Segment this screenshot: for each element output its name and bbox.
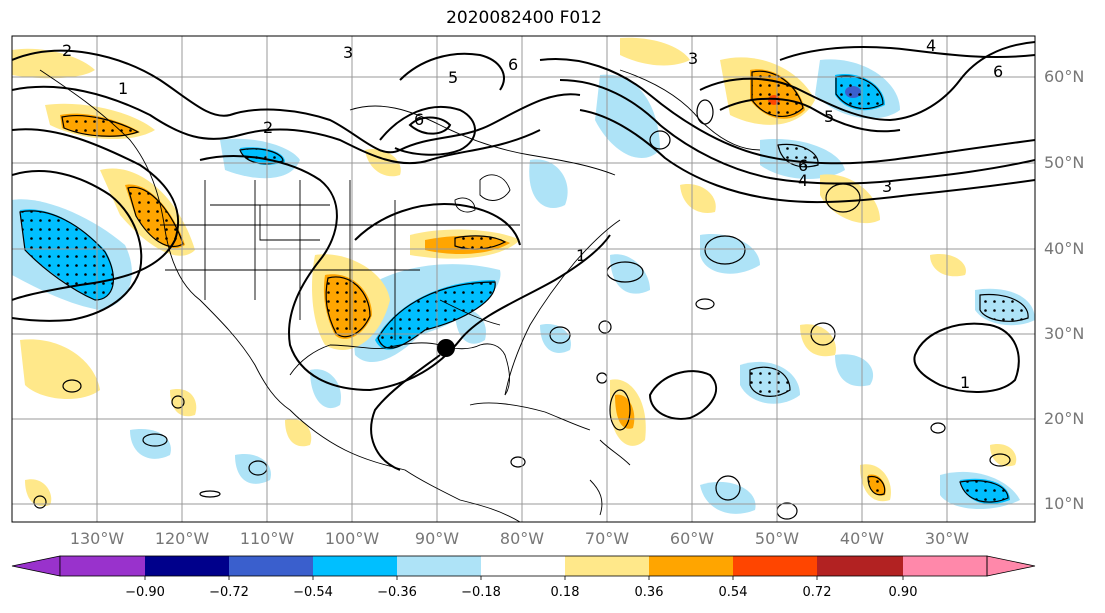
colorbar-segment [145,556,229,576]
contour-label: 2 [62,41,72,60]
lon-label-120w: 120°W [154,529,210,548]
contour-label: 1 [118,79,128,98]
contour-label: 4 [798,171,808,190]
lon-label-130w: 130°W [69,529,125,548]
colorbar-segment [481,556,565,576]
storm-center-marker [437,339,455,357]
contour-label: 6 [993,62,1003,81]
colorbar-segment [733,556,817,576]
colorbar-tick-label: −0.54 [293,585,333,600]
colorbar-tick-label: 0.54 [718,585,748,600]
map-frame [11,35,1036,523]
lon-label-30w: 30°W [924,529,970,548]
map-title: 2020082400 F012 [446,8,602,28]
lon-label-60w: 60°W [669,529,715,548]
contour-label: 6 [508,55,518,74]
colorbar-tick-label: −0.18 [461,585,501,600]
contour-label: 6 [414,110,424,129]
gridlines [12,36,1035,522]
colorbar-tick-label: 0.18 [550,585,580,600]
colorbar-tick-label: −0.72 [209,585,249,600]
colorbar-segment [903,556,987,576]
coastlines [39,69,761,522]
shaded-anomalies [12,37,1035,520]
contour-label: 2 [263,118,273,137]
lat-label-10n: 10°N [1044,494,1085,513]
lat-label-50n: 50°N [1044,153,1085,172]
lon-label-90w: 90°W [414,529,460,548]
contour-label: 6 [798,156,808,175]
contour-label: 5 [448,68,458,87]
lon-label-80w: 80°W [499,529,545,548]
colorbar-tick-label: 0.72 [802,585,832,600]
lon-label-70w: 70°W [584,529,630,548]
contour-label: 5 [824,107,834,126]
colorbar-tick-label: 0.36 [634,585,664,600]
colorbar-segment [649,556,733,576]
colorbar-segment [229,556,313,576]
contour-label-group: 2 1 2 3 5 6 6 3 4 6 5 6 4 3 1 1 [62,36,1003,392]
colorbar-segment [60,556,145,576]
colorbar-segment [313,556,397,576]
colorbar-segment [817,556,903,576]
lat-label-20n: 20°N [1044,409,1085,428]
contour-label: 3 [882,177,892,196]
colorbar-tick-label: −0.90 [125,585,165,600]
colorbar-min-extend [11,555,61,577]
contour-label: 3 [343,43,353,62]
lat-label-60n: 60°N [1044,67,1085,86]
lat-label-40n: 40°N [1044,239,1085,258]
colorbar-max-extend [986,555,1036,577]
colorbar-tick-label: −0.36 [377,585,417,600]
contours [12,41,1035,471]
colorbar-segment [397,556,481,576]
lat-label-30n: 30°N [1044,324,1085,343]
lon-label-100w: 100°W [324,529,380,548]
colorbar-segment [565,556,649,576]
contour-label: 1 [960,373,970,392]
lon-label-50w: 50°W [754,529,800,548]
contour-label: 1 [576,246,586,265]
colorbar [11,555,1036,580]
lon-label-40w: 40°W [839,529,885,548]
contour-label: 3 [688,49,698,68]
colorbar-tick-label: 0.90 [888,585,918,600]
contour-label: 4 [926,36,936,55]
lon-label-110w: 110°W [239,529,295,548]
